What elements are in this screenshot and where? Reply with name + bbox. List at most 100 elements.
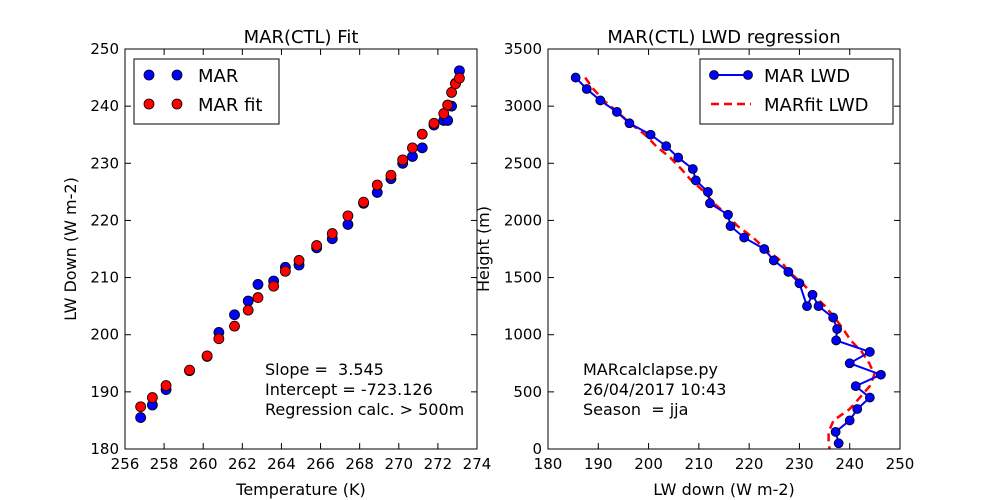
right-data-lines: [570, 72, 886, 450]
left-x-tick-label: 272: [424, 455, 453, 473]
regression-note: Regression calc. > 500m: [265, 400, 464, 419]
left-x-tick-label: 260: [189, 455, 218, 473]
point-mar-fit: [146, 392, 158, 403]
point-mar-fit: [160, 380, 172, 391]
point-mar-fit: [385, 169, 397, 181]
point-mar-lwd: [830, 426, 841, 437]
point-mar-fit: [293, 255, 305, 266]
point-mar-lwd: [828, 312, 839, 323]
point-mar-fit: [326, 228, 338, 239]
point-mar-lwd: [844, 415, 855, 426]
legend-marker-mar-lwd: [743, 70, 753, 80]
right-x-tick-label: 180: [534, 455, 563, 473]
left-y-tick-label: 210: [90, 269, 119, 287]
left-x-tick-label: 258: [150, 455, 179, 473]
right-x-tick-label: 200: [634, 455, 663, 473]
right-legend: MAR LWD MARfit LWD: [699, 58, 894, 125]
right-y-tick-label: 1000: [504, 326, 542, 344]
point-mar-lwd: [850, 381, 861, 392]
line-mar-lwd: [574, 76, 884, 444]
intercept-annotation: Intercept = -723.126: [265, 380, 433, 399]
point-mar-fit: [342, 210, 354, 222]
right-x-tick-label: 210: [685, 455, 714, 473]
legend-marker-mar: [171, 69, 183, 81]
point-mar-lwd: [581, 84, 592, 94]
point-mar-lwd: [690, 175, 701, 186]
point-mar-fit: [268, 280, 280, 292]
point-mar-fit: [453, 72, 465, 84]
right-y-tick-label: 0: [532, 440, 542, 458]
point-mar-lwd: [794, 278, 805, 289]
point-mar-lwd: [852, 404, 863, 414]
left-plot-frame: [124, 48, 478, 450]
left-x-tick-label: 274: [463, 455, 492, 473]
point-mar-lwd: [832, 324, 843, 334]
right-y-ticks: 0 500 1000 1500 2000 2500 3000 3500: [504, 40, 900, 458]
point-mar-fit: [311, 240, 323, 251]
point-mar-fit: [371, 179, 383, 191]
left-y-ticks: 180 190 200 210 220 230 240 250: [90, 40, 477, 458]
left-y-tick-label: 190: [90, 383, 119, 401]
legend-label-mar-lwd: MAR LWD: [764, 66, 850, 87]
left-x-tick-label: 262: [228, 455, 257, 473]
left-y-tick-label: 240: [90, 97, 119, 115]
point-mar-fit: [279, 265, 291, 277]
point-mar-lwd: [739, 232, 750, 243]
legend-marker-mar-fit: [143, 98, 155, 110]
right-y-tick-label: 500: [513, 383, 542, 401]
right-x-axis-label: LW down (W m-2): [653, 480, 795, 499]
point-mar-fit: [397, 154, 409, 166]
left-x-axis-label: Temperature (K): [235, 480, 365, 499]
point-mar-fit: [407, 142, 418, 154]
slope-annotation: Slope = 3.545: [265, 360, 384, 379]
right-y-tick-label: 3000: [504, 97, 542, 115]
point-mar-lwd: [611, 106, 622, 117]
left-x-tick-label: 270: [384, 455, 413, 473]
point-mar-lwd: [875, 369, 886, 380]
season-annotation: Season = jja: [583, 400, 688, 419]
left-data-points: [135, 65, 465, 423]
point-mar-lwd: [802, 301, 812, 312]
point-mar-lwd: [661, 141, 672, 152]
point-mar-lwd: [833, 438, 844, 449]
point-mar: [242, 295, 254, 307]
right-y-tick-label: 3500: [504, 40, 542, 58]
left-legend: MAR MAR fit: [133, 58, 280, 125]
point-mar: [135, 412, 147, 423]
point-mar-fit: [252, 292, 264, 303]
left-x-ticks: 256 258 260 262 264 266 268 270 272 274: [111, 49, 492, 473]
point-mar-lwd: [595, 95, 606, 106]
point-mar-fit: [442, 99, 454, 111]
right-plot-frame: [547, 48, 901, 450]
point-mar-lwd: [725, 221, 736, 232]
legend-label-marfit-lwd: MARfit LWD: [764, 95, 869, 116]
point-mar-lwd: [645, 129, 656, 140]
legend-label-mar: MAR: [198, 66, 238, 87]
left-y-tick-label: 250: [90, 40, 119, 58]
point-mar-lwd: [570, 72, 581, 83]
point-mar-lwd: [864, 392, 875, 403]
left-legend-box: [133, 58, 280, 125]
point-mar-lwd: [813, 301, 824, 312]
point-mar-fit: [184, 364, 195, 376]
right-x-tick-label: 230: [785, 455, 814, 473]
point-mar-lwd: [864, 346, 875, 357]
left-chart-title: MAR(CTL) Fit: [244, 27, 359, 48]
point-mar-lwd: [831, 335, 842, 346]
point-mar-fit: [358, 196, 369, 208]
point-mar-lwd: [705, 198, 715, 209]
left-y-tick-label: 200: [90, 326, 119, 344]
left-x-tick-label: 256: [111, 455, 140, 473]
right-legend-box: [699, 58, 894, 125]
left-y-tick-label: 220: [90, 211, 119, 229]
point-mar-fit: [416, 128, 428, 140]
right-x-tick-label: 220: [735, 455, 764, 473]
legend-label-mar-fit: MAR fit: [198, 95, 262, 116]
right-x-tick-label: 240: [835, 455, 864, 473]
left-y-axis-label: LW Down (W m-2): [61, 177, 80, 321]
legend-marker-mar: [143, 69, 155, 81]
legend-marker-mar-lwd: [709, 70, 719, 80]
point-mar-lwd: [759, 244, 770, 254]
left-y-tick-label: 180: [90, 440, 119, 458]
point-mar: [229, 309, 240, 321]
